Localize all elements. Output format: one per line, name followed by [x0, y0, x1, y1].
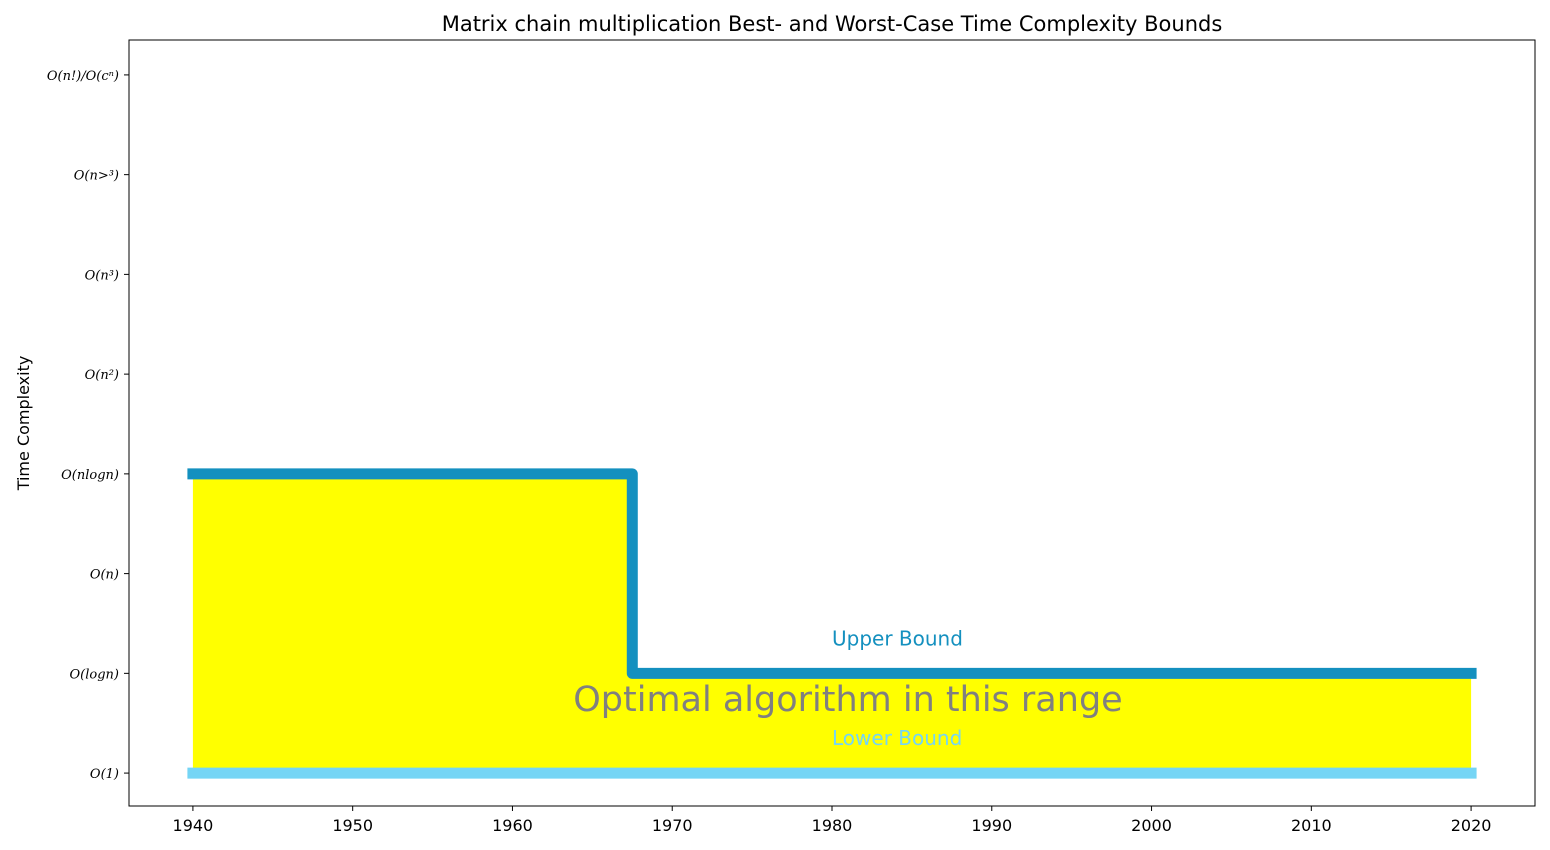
y-tick-label: O(n³) — [85, 268, 119, 283]
upper-bound-label: Upper Bound — [832, 626, 963, 650]
y-tick-label: O(1) — [90, 767, 119, 782]
x-axis: 1940 1950 1960 1970 1980 1990 2000 2010 2020 — [173, 806, 1492, 835]
x-tick-label: 1940 — [173, 816, 214, 835]
x-tick-label: 1990 — [971, 816, 1012, 835]
y-tick-label: O(nlogn) — [61, 468, 119, 483]
y-tick-label: O(n>³) — [74, 169, 119, 184]
y-axis: O(1) O(logn) O(n) O(nlogn) O(n²) O(n³) O(n>³) O… — [47, 69, 129, 782]
x-tick-label: 2010 — [1291, 816, 1332, 835]
plot-area: Upper Bound Lower Bound Optimal algorith… — [128, 39, 1536, 807]
y-tick-label: O(n²) — [85, 368, 119, 383]
optimal-range-label: Optimal algorithm in this range — [573, 680, 1122, 720]
lower-bound-label: Lower Bound — [832, 726, 962, 750]
y-axis-label: Time Complexity — [14, 356, 33, 492]
x-tick-label: 1960 — [492, 816, 533, 835]
y-tick-label: O(logn) — [70, 667, 119, 682]
x-tick-label: 1950 — [332, 816, 373, 835]
x-tick-label: 1980 — [812, 816, 853, 835]
x-tick-label: 1970 — [652, 816, 693, 835]
y-tick-label: O(n!)/O(cⁿ) — [47, 69, 119, 84]
x-tick-label: 2000 — [1131, 816, 1172, 835]
y-tick-label: O(n) — [90, 568, 119, 583]
optimal-range-fill — [192, 473, 1472, 774]
chart-title: Matrix chain multiplication Best- and Wo… — [442, 12, 1223, 36]
x-tick-label: 2020 — [1451, 816, 1492, 835]
upper-bound-line — [187, 468, 1477, 679]
